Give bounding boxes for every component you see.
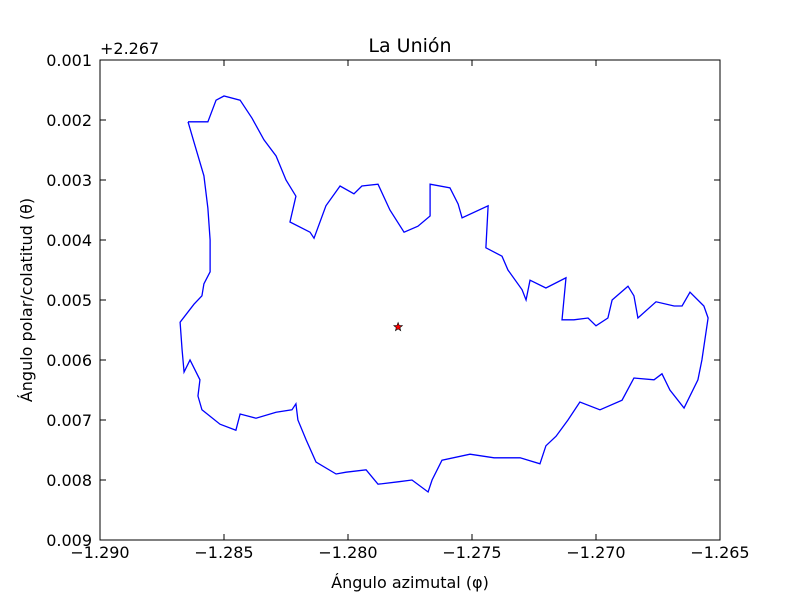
y-tick-label: 0.009 bbox=[46, 531, 92, 550]
x-tick-label: −1.285 bbox=[194, 543, 253, 562]
plot-frame bbox=[99, 59, 721, 541]
x-tick-label: −1.265 bbox=[690, 543, 749, 562]
x-axis-label: Ángulo azimutal (φ) bbox=[331, 573, 489, 592]
y-tick-label: 0.004 bbox=[46, 231, 92, 250]
x-tick-label: −1.275 bbox=[442, 543, 501, 562]
y-tick-label: 0.008 bbox=[46, 471, 92, 490]
outline-line bbox=[179, 95, 709, 494]
x-tick-label: −1.270 bbox=[566, 543, 625, 562]
y-axis-label: Ángulo polar/colatitud (θ) bbox=[17, 198, 36, 402]
axis-offset: +2.267 bbox=[100, 39, 159, 58]
center-marker bbox=[393, 321, 404, 332]
y-tick-label: 0.005 bbox=[46, 291, 92, 310]
y-tick-label: 0.006 bbox=[46, 351, 92, 370]
x-tick-label: −1.290 bbox=[70, 543, 129, 562]
chart-title: La Unión bbox=[368, 35, 451, 57]
y-tick-label: 0.003 bbox=[46, 171, 92, 190]
y-tick-label: 0.001 bbox=[46, 51, 92, 70]
x-tick-label: −1.280 bbox=[318, 543, 377, 562]
y-tick-label: 0.002 bbox=[46, 111, 92, 130]
y-tick-label: 0.007 bbox=[46, 411, 92, 430]
